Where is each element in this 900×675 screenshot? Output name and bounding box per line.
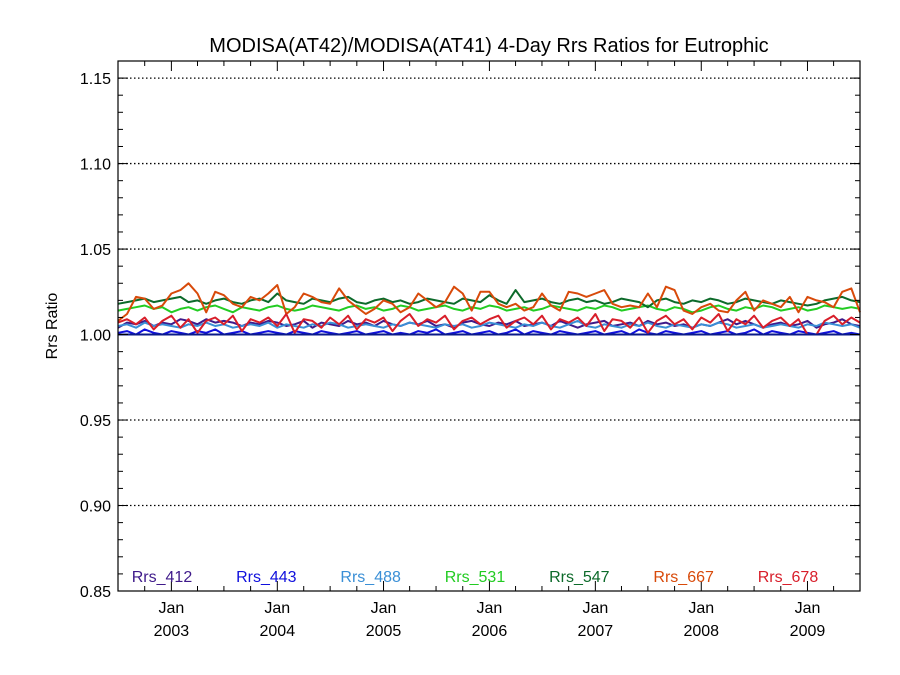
y-tick-label: 0.90 bbox=[80, 499, 111, 516]
y-tick-label: 1.00 bbox=[80, 328, 111, 345]
x-tick-label-month: Jan bbox=[371, 600, 397, 617]
legend-label-rrs-547: Rrs_547 bbox=[549, 569, 610, 586]
legend-label-rrs-412: Rrs_412 bbox=[132, 569, 193, 586]
legend-label-rrs-443: Rrs_443 bbox=[236, 569, 297, 586]
series-lines bbox=[117, 282, 861, 336]
axes: 0.85 0.90 0.95 1.00 1.05 1.10 1.15 Jan 2003 Jan 20… bbox=[80, 60, 861, 640]
x-tick-label-month: Jan bbox=[795, 600, 821, 617]
legend-label-rrs-678: Rrs_678 bbox=[758, 569, 819, 586]
legend-label-rrs-488: Rrs_488 bbox=[340, 569, 401, 586]
legend-label-rrs-667: Rrs_667 bbox=[653, 569, 714, 586]
x-tick-label-year: 2009 bbox=[790, 623, 826, 640]
y-tick-label: 1.05 bbox=[80, 242, 111, 259]
x-tick-label-month: Jan bbox=[688, 600, 714, 617]
x-tick-label-month: Jan bbox=[264, 600, 290, 617]
plot-frame bbox=[117, 60, 861, 592]
series-line-rrs-667 bbox=[117, 282, 861, 322]
x-tick-label-year: 2005 bbox=[366, 623, 402, 640]
legend-label-rrs-531: Rrs_531 bbox=[445, 569, 506, 586]
y-tick-label: 1.15 bbox=[80, 71, 111, 88]
x-tick-label-month: Jan bbox=[477, 600, 503, 617]
y-tick-label: 1.10 bbox=[80, 157, 111, 174]
x-tick-label-year: 2003 bbox=[154, 623, 190, 640]
x-tick-label-month: Jan bbox=[582, 600, 608, 617]
x-tick-label-year: 2008 bbox=[683, 623, 719, 640]
series-line-rrs-678 bbox=[117, 313, 861, 336]
x-tick-label-year: 2004 bbox=[260, 623, 296, 640]
chart-title: MODISA(AT42)/MODISA(AT41) 4-Day Rrs Rati… bbox=[209, 35, 768, 57]
y-axis-label: Rrs Ratio bbox=[44, 293, 61, 360]
legend: Rrs_412 Rrs_443 Rrs_488 Rrs_531 Rrs_547 Rrs_6… bbox=[132, 569, 819, 586]
x-tick-label-year: 2007 bbox=[578, 623, 614, 640]
series-line-rrs-488 bbox=[117, 319, 861, 329]
y-tick-label: 0.95 bbox=[80, 413, 111, 430]
series-line-rrs-547 bbox=[117, 289, 861, 309]
x-tick-label-year: 2006 bbox=[472, 623, 508, 640]
x-tick-label-month: Jan bbox=[158, 600, 184, 617]
y-tick-label: 0.85 bbox=[80, 584, 111, 601]
